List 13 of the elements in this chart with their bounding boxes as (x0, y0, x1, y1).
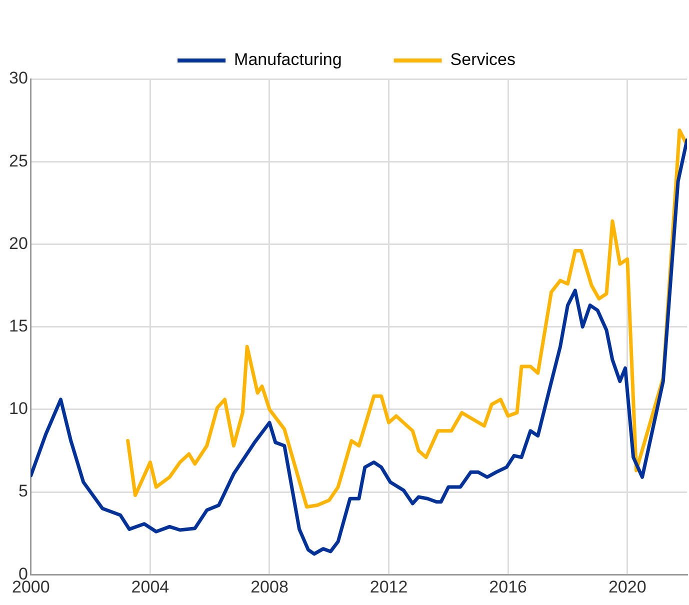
x-tick-label: 2004 (131, 577, 170, 596)
x-tick-label: 2012 (370, 577, 408, 596)
y-tick-label: 10 (8, 399, 28, 418)
x-tick-label: 2008 (250, 577, 288, 596)
x-tick-label: 2020 (608, 577, 646, 596)
y-tick-label: 25 (8, 151, 28, 170)
y-tick-label: 30 (8, 68, 28, 88)
y-tick-label: 15 (8, 316, 28, 336)
y-tick-label: 5 (18, 482, 28, 501)
legend-label: Services (450, 50, 516, 70)
x-tick-label: 2016 (489, 577, 527, 596)
legend-label: Manufacturing (234, 50, 342, 70)
y-tick-label: 20 (8, 234, 28, 253)
